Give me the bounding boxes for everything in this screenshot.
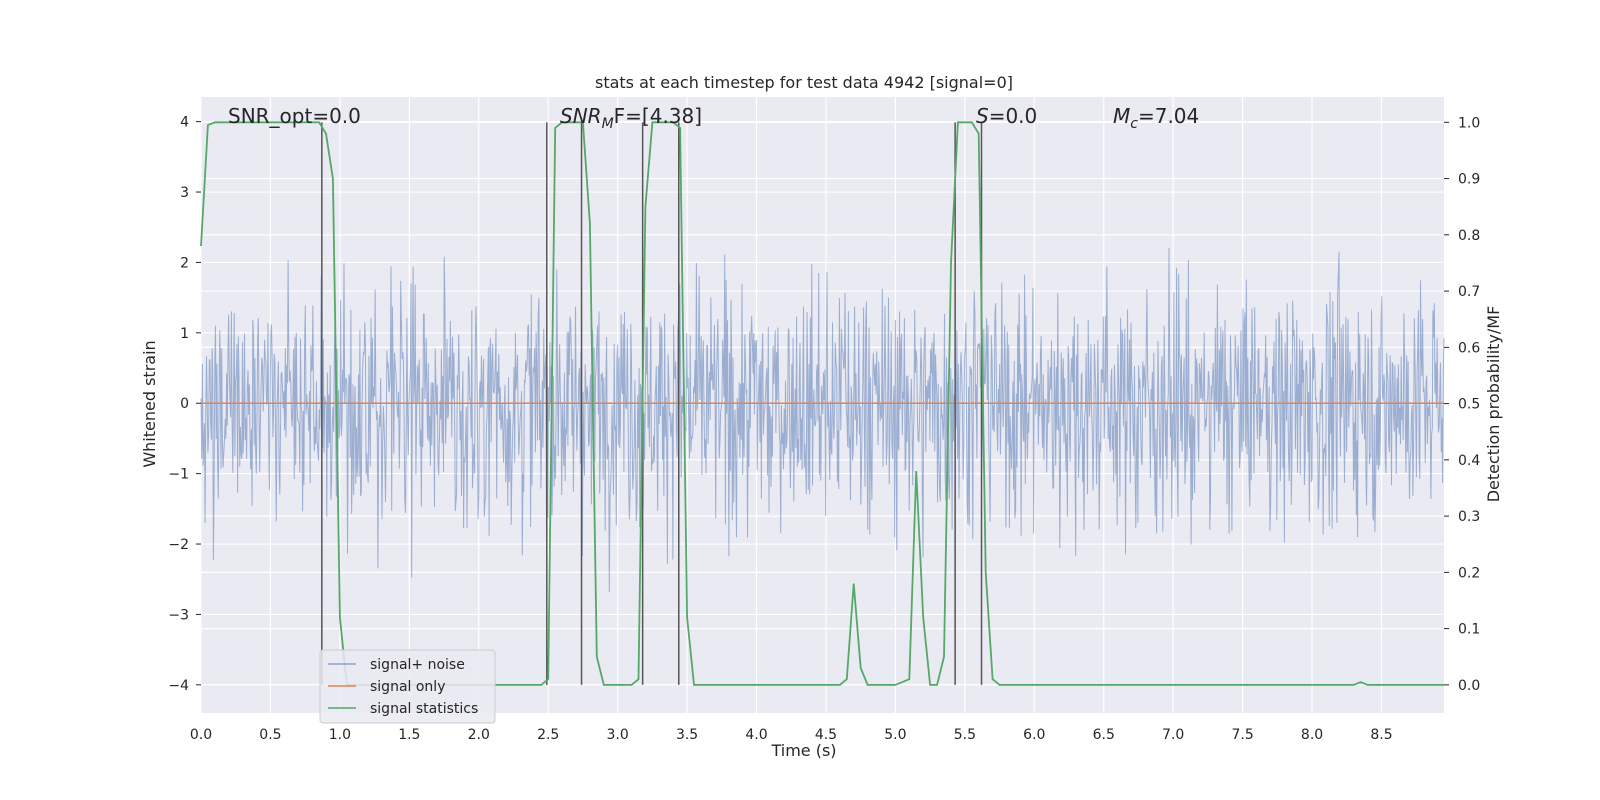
y-right-tick-label: 0.0 [1458,678,1480,694]
x-tick-label: 5.0 [884,727,906,743]
x-tick-label: 4.0 [745,727,767,743]
annotation-snr-mf: SNRMF=[4.38] [560,104,702,132]
annotation-s: S=0.0 [976,104,1037,128]
legend-label-noise: signal+ noise [370,657,465,673]
y-tick-label: 4 [180,115,189,131]
x-tick-label: 4.5 [815,727,837,743]
y-right-tick-label: 0.5 [1458,397,1480,413]
y-right-tick-label: 0.2 [1458,565,1480,581]
x-tick-label: 5.5 [954,727,976,743]
y-right-tick-label: 0.9 [1458,172,1480,188]
y-right-tick-label: 0.7 [1458,284,1480,300]
y-axis-label: Whitened strain [140,340,159,467]
annotation-s-rest: =0.0 [989,104,1038,128]
y-tick-labels: −4 −3 −2 −1 0 1 2 3 4 [168,115,201,694]
x-tick-label: 2.5 [537,727,559,743]
y-tick-label: −4 [168,678,189,694]
annotation-s-main: S [976,104,989,128]
y-right-tick-label: 0.3 [1458,509,1480,525]
annotation-mc: Mc=7.04 [1113,104,1199,132]
legend-box [319,649,496,724]
legend-label-signal: signal only [370,679,445,695]
x-tick-label: 8.0 [1301,727,1323,743]
y-tick-label: 0 [180,396,189,412]
x-axis-label: Time (s) [770,741,836,760]
x-tick-label: 2.0 [468,727,490,743]
y-tick-label: −1 [168,467,189,483]
y-tick-label: −3 [168,607,189,623]
y-right-tick-labels: 0.0 0.1 0.2 0.3 0.4 0.5 0.6 0.7 0.8 0.9 1.0 [1444,115,1480,694]
y-tick-label: 3 [180,185,189,201]
y-right-tick-label: 0.6 [1458,340,1480,356]
x-tick-label: 8.5 [1370,727,1392,743]
noise-series [200,247,1445,593]
y-right-axis-label: Detection probability/MF [1484,306,1503,503]
legend: signal+ noise signal only signal statist… [319,649,496,724]
noise-line [200,247,1445,593]
y-right-tick-label: 0.4 [1458,453,1480,469]
y-tick-label: 1 [180,326,189,342]
annotation-mc-sub: c [1130,116,1138,132]
annotation-snr-mf-sub: M [602,116,614,132]
x-tick-label: 0.5 [259,727,281,743]
x-tick-label: 7.5 [1231,727,1253,743]
y-right-tick-label: 1.0 [1458,115,1480,131]
annotation-snr-mf-rest: F=[4.38] [614,104,702,128]
x-tick-label: 1.0 [329,727,351,743]
x-tick-label: 1.5 [398,727,420,743]
signal-statistics-series [200,121,1444,686]
annotation-mc-rest: =7.04 [1138,104,1199,128]
legend-label-stats: signal statistics [370,701,478,717]
x-tick-label: 7.0 [1162,727,1184,743]
x-tick-labels: 0.0 0.5 1.0 1.5 2.0 2.5 3.0 3.5 4.0 4.5 5.0 5.5 6.0 6… [190,727,1393,743]
y-right-tick-label: 0.8 [1458,228,1480,244]
chart-title: stats at each timestep for test data 494… [595,73,1013,92]
statistics-line [200,121,1444,686]
annotation-snr-opt: SNR_opt=0.0 [228,104,361,128]
y-right-tick-label: 0.1 [1458,622,1480,638]
y-tick-label: 2 [180,255,189,271]
x-tick-label: 0.0 [190,727,212,743]
x-tick-label: 3.0 [607,727,629,743]
x-tick-label: 6.0 [1023,727,1045,743]
annotation-mc-main: M [1113,104,1130,128]
y-tick-label: −2 [168,537,189,553]
x-tick-label: 6.5 [1093,727,1115,743]
x-tick-label: 3.5 [676,727,698,743]
annotation-snr-mf-main: SNR [560,104,602,128]
